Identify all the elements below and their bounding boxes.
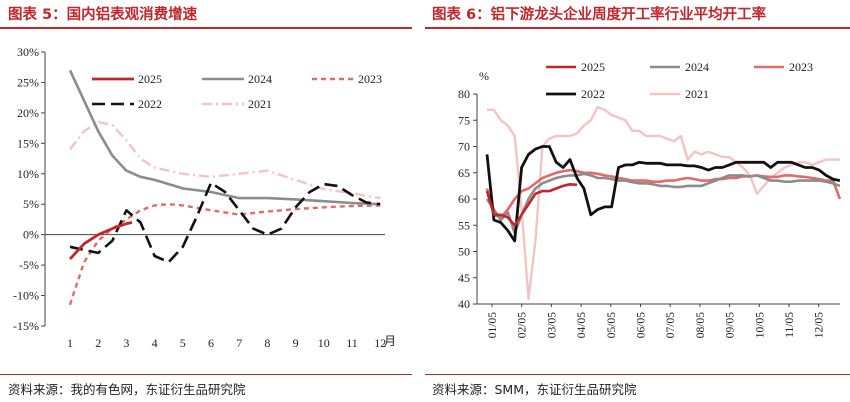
left-y-tick-label: 30% — [17, 45, 39, 59]
left-y-tick-label: 10% — [17, 167, 39, 181]
left-y-tick-label: 15% — [17, 136, 39, 150]
left-series-2024-line — [68, 69, 381, 206]
left-x-tick-label: 11 — [346, 336, 358, 350]
left-x-axis-label: 月 — [384, 334, 396, 348]
left-title-rule — [0, 27, 412, 29]
right-x-tick-label: 12/05 — [814, 312, 826, 338]
left-x-tick-label: 7 — [236, 336, 242, 350]
right-x-tick-label: 10/05 — [754, 312, 766, 338]
right-x-tick-label: 11/05 — [784, 312, 796, 338]
right-y-tick-label: 50 — [458, 245, 470, 259]
right-legend-2024-label: 2024 — [685, 60, 709, 74]
left-series-2023-line — [68, 203, 381, 306]
right-y-tick-label: 80 — [458, 87, 470, 101]
left-source-note: 资料来源：我的有色网，东证衍生品研究院 — [8, 382, 246, 397]
right-series-2021-line — [487, 105, 840, 300]
left-chart-title: 图表 5：国内铝表观消费增速 — [8, 7, 198, 23]
left-y-tick-label: -10% — [13, 289, 39, 303]
right-y-tick-label: 55 — [458, 218, 470, 232]
left-x-tick-label: 1 — [67, 336, 73, 350]
right-x-tick-label: 07/05 — [665, 312, 677, 338]
left-legend-2022-label: 2022 — [138, 97, 162, 111]
left-x-tick-label: 5 — [180, 336, 186, 350]
left-x-tick-label: 4 — [152, 336, 158, 350]
right-y-tick-label: 65 — [458, 166, 470, 180]
left-x-tick-label: 3 — [123, 336, 129, 350]
left-y-tick-label: -15% — [13, 319, 39, 333]
right-x-tick-label: 03/05 — [546, 312, 558, 338]
left-y-tick-label: 5% — [23, 197, 39, 211]
left-x-tick-label: 10 — [318, 336, 330, 350]
left-legend-2021-label: 2021 — [248, 97, 272, 111]
right-x-tick-label: 04/05 — [576, 312, 588, 338]
right-legend-2023-label: 2023 — [789, 60, 813, 74]
left-legend-2025-label: 2025 — [138, 72, 162, 86]
left-y-tick-label: 0% — [23, 228, 39, 242]
left-series-2021-line — [69, 120, 381, 200]
right-y-tick-label: 75 — [458, 113, 470, 127]
right-source-rule — [425, 374, 850, 375]
left-x-tick-label: 2 — [95, 336, 101, 350]
right-legend-2021-label: 2021 — [685, 87, 709, 101]
left-y-tick-label: -5% — [19, 258, 39, 272]
right-y-tick-label: 45 — [458, 271, 470, 285]
left-legend-2023-label: 2023 — [358, 72, 382, 86]
right-source-note: 资料来源：SMM，东证衍生品研究院 — [432, 382, 637, 397]
right-y-unit-label: % — [479, 69, 489, 83]
right-series-2022-line — [485, 145, 841, 243]
right-legend-2025-label: 2025 — [581, 60, 605, 74]
left-x-tick-label: 9 — [293, 336, 299, 350]
left-x-tick-label: 12 — [374, 336, 386, 350]
right-legend-2022-label: 2022 — [581, 87, 605, 101]
left-y-tick-label: 25% — [17, 75, 39, 89]
left-series-2022-line — [69, 181, 381, 264]
left-y-tick-label: 20% — [17, 106, 39, 120]
right-y-tick-label: 40 — [458, 297, 470, 311]
right-chart-title: 图表 6：铝下游龙头企业周度开工率行业平均开工率 — [432, 7, 767, 23]
left-legend-2024-label: 2024 — [248, 72, 272, 86]
right-series-2023-line — [485, 168, 842, 219]
right-x-tick-label: 06/05 — [636, 312, 648, 338]
right-y-tick-label: 60 — [458, 192, 470, 206]
right-title-rule — [425, 27, 850, 29]
right-y-tick-label: 70 — [458, 140, 470, 154]
right-series-2024-line — [485, 172, 841, 235]
right-x-tick-label: 09/05 — [725, 312, 737, 338]
right-x-tick-label: 02/05 — [517, 312, 529, 338]
right-x-tick-label: 08/05 — [695, 312, 707, 338]
left-source-rule — [0, 374, 412, 375]
left-series-2025-line — [68, 221, 133, 260]
left-chart: 30%25%20%15%10%5%0%-5%-10%-15%1 2 3 4 5 6 7 8 9 1… — [13, 45, 396, 350]
right-x-tick-label: 01/05 — [487, 312, 499, 338]
right-series-2025-line — [485, 183, 578, 227]
right-chart: % 80 75 70 65 60 55 50 45 40 01/05 02/05 03/05 04/05 0… — [458, 60, 842, 338]
right-x-tick-label: 05/05 — [606, 312, 618, 338]
left-x-tick-label: 6 — [208, 336, 214, 350]
left-x-tick-label: 8 — [264, 336, 270, 350]
